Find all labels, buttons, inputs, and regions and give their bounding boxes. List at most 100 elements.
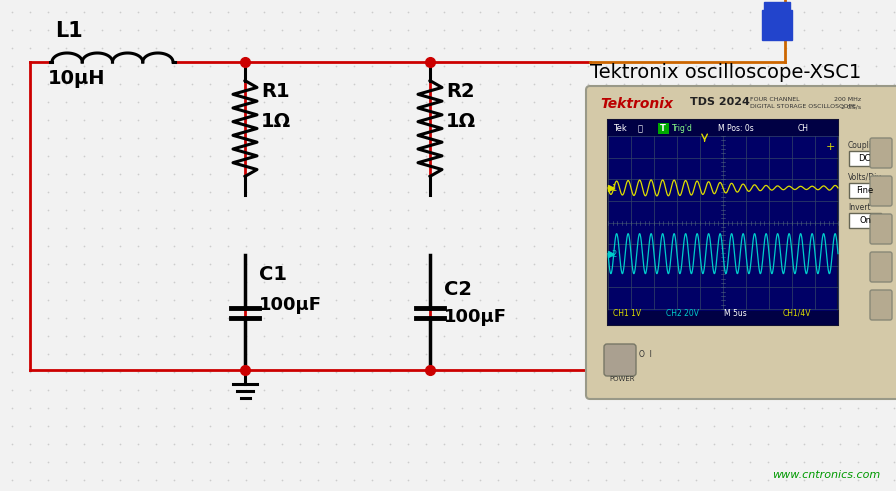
Point (599, 134, 613, 142)
Point (671, 26, 685, 34)
Point (779, 224, 793, 232)
Point (545, 62, 559, 70)
Point (473, 116, 487, 124)
Point (761, 296, 775, 304)
Point (581, 260, 595, 268)
Point (329, 368, 343, 376)
Point (4, 260, 19, 268)
Point (851, 134, 866, 142)
Point (149, 440, 163, 448)
Point (797, 386, 811, 394)
Point (797, 440, 811, 448)
Point (329, 152, 343, 160)
Point (671, 242, 685, 250)
Point (257, 260, 271, 268)
Point (887, 368, 896, 376)
Point (563, 260, 577, 268)
Point (527, 440, 541, 448)
Point (347, 134, 361, 142)
Point (95, 458, 109, 466)
Point (347, 440, 361, 448)
Point (22, 242, 37, 250)
Point (473, 170, 487, 178)
Point (869, 224, 883, 232)
Point (383, 224, 397, 232)
Point (329, 260, 343, 268)
Point (743, 26, 757, 34)
Point (383, 458, 397, 466)
Point (275, 332, 289, 340)
Point (185, 458, 199, 466)
Text: Tektronix: Tektronix (600, 97, 673, 111)
Point (365, 242, 379, 250)
Point (77, 278, 91, 286)
Point (202, 368, 217, 376)
Point (616, 116, 631, 124)
Point (149, 152, 163, 160)
Point (311, 458, 325, 466)
Point (4, 116, 19, 124)
Point (851, 98, 866, 106)
Point (185, 242, 199, 250)
Point (311, 188, 325, 196)
Point (581, 224, 595, 232)
Point (347, 458, 361, 466)
Point (869, 134, 883, 142)
Point (4, 296, 19, 304)
Point (95, 44, 109, 52)
Point (77, 476, 91, 484)
Point (545, 26, 559, 34)
Point (725, 332, 739, 340)
Point (635, 260, 650, 268)
Point (851, 350, 866, 358)
Point (869, 278, 883, 286)
Point (401, 278, 415, 286)
Point (293, 8, 307, 16)
Point (851, 314, 866, 322)
Point (635, 62, 650, 70)
Point (4, 458, 19, 466)
Point (851, 368, 866, 376)
Point (383, 386, 397, 394)
Point (545, 134, 559, 142)
Point (833, 8, 848, 16)
Point (491, 296, 505, 304)
Point (149, 350, 163, 358)
Point (113, 26, 127, 34)
Point (401, 152, 415, 160)
Point (365, 152, 379, 160)
Point (239, 260, 254, 268)
Point (563, 188, 577, 196)
Point (563, 80, 577, 88)
Point (779, 404, 793, 412)
Point (616, 98, 631, 106)
Point (77, 62, 91, 70)
Point (347, 80, 361, 88)
Point (149, 278, 163, 286)
Point (4, 80, 19, 88)
Point (293, 44, 307, 52)
Point (257, 404, 271, 412)
Point (814, 440, 829, 448)
Point (743, 476, 757, 484)
Point (365, 26, 379, 34)
Point (887, 206, 896, 214)
Point (239, 44, 254, 52)
Point (437, 260, 452, 268)
Point (257, 26, 271, 34)
Point (887, 314, 896, 322)
Point (257, 224, 271, 232)
Point (527, 206, 541, 214)
Point (869, 260, 883, 268)
Point (491, 458, 505, 466)
Point (418, 170, 433, 178)
Point (311, 314, 325, 322)
Point (95, 314, 109, 322)
Point (545, 80, 559, 88)
Point (779, 98, 793, 106)
Bar (762, 10, 792, 40)
Point (113, 476, 127, 484)
Point (491, 8, 505, 16)
Point (653, 476, 668, 484)
Text: 1: 1 (611, 184, 616, 193)
